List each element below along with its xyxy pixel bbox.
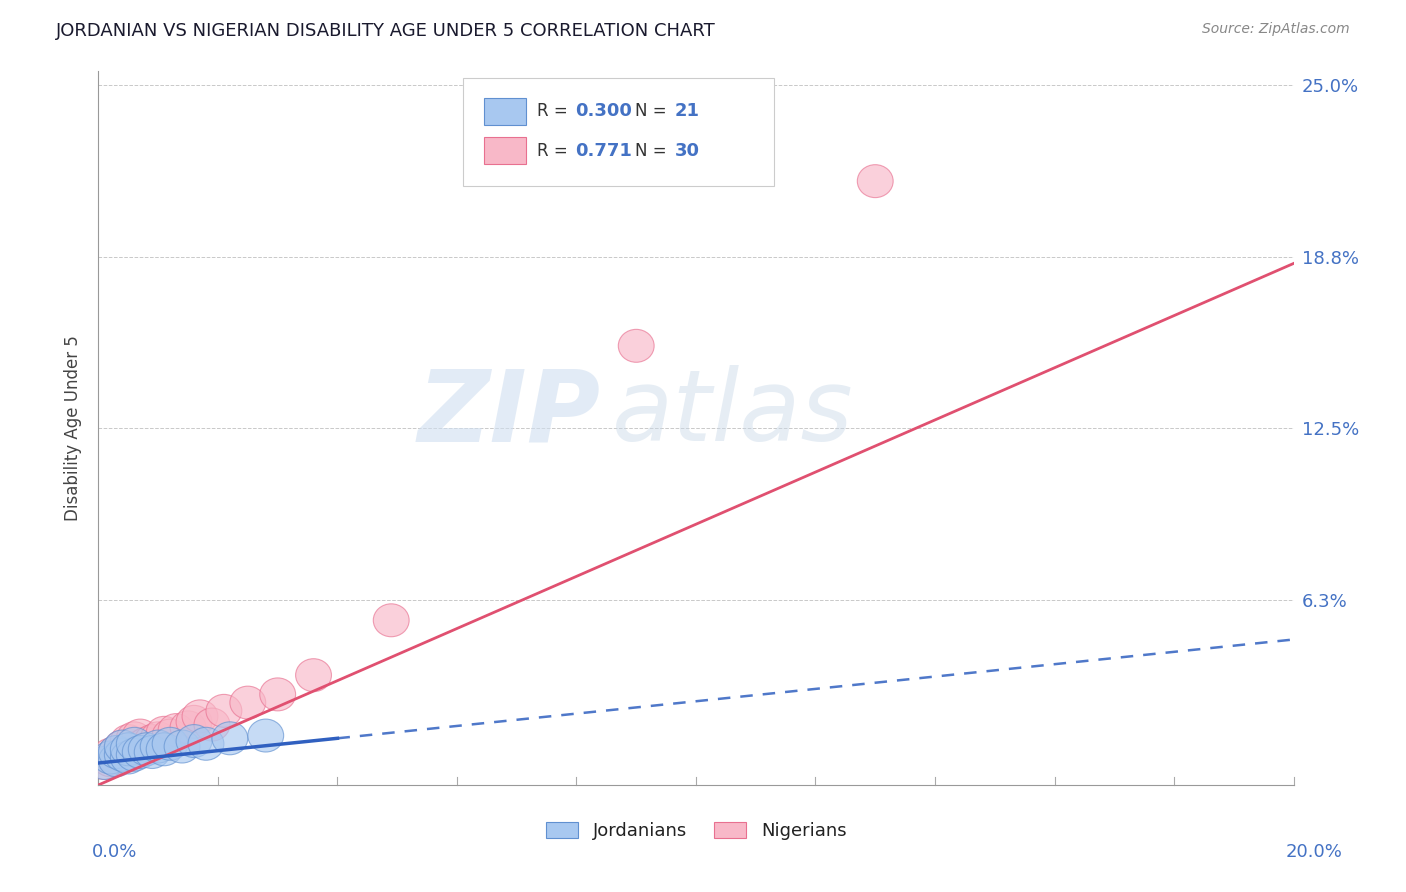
Ellipse shape bbox=[98, 741, 135, 774]
Ellipse shape bbox=[152, 727, 188, 760]
Text: ZIP: ZIP bbox=[418, 366, 600, 462]
Ellipse shape bbox=[146, 733, 183, 765]
Text: R =: R = bbox=[537, 103, 574, 120]
Ellipse shape bbox=[110, 741, 146, 774]
Ellipse shape bbox=[176, 724, 212, 757]
Ellipse shape bbox=[110, 733, 146, 765]
Ellipse shape bbox=[183, 700, 218, 733]
Ellipse shape bbox=[152, 719, 188, 752]
Ellipse shape bbox=[207, 694, 242, 727]
Ellipse shape bbox=[117, 722, 152, 755]
Ellipse shape bbox=[170, 711, 207, 744]
Ellipse shape bbox=[98, 736, 135, 769]
Text: 20.0%: 20.0% bbox=[1286, 843, 1343, 861]
Ellipse shape bbox=[176, 706, 212, 739]
Ellipse shape bbox=[159, 714, 194, 747]
Text: atlas: atlas bbox=[613, 366, 853, 462]
Ellipse shape bbox=[295, 658, 332, 691]
Ellipse shape bbox=[104, 730, 141, 763]
Ellipse shape bbox=[104, 730, 141, 763]
Ellipse shape bbox=[212, 722, 247, 755]
Ellipse shape bbox=[98, 744, 135, 777]
Ellipse shape bbox=[247, 719, 284, 752]
Text: N =: N = bbox=[636, 142, 672, 160]
Y-axis label: Disability Age Under 5: Disability Age Under 5 bbox=[65, 335, 83, 521]
Ellipse shape bbox=[104, 739, 141, 772]
FancyBboxPatch shape bbox=[463, 78, 773, 186]
Ellipse shape bbox=[260, 678, 295, 711]
Ellipse shape bbox=[93, 741, 128, 774]
Ellipse shape bbox=[93, 744, 128, 777]
Ellipse shape bbox=[165, 730, 200, 763]
Ellipse shape bbox=[194, 708, 231, 741]
Ellipse shape bbox=[128, 733, 165, 765]
Ellipse shape bbox=[141, 730, 176, 763]
Text: 30: 30 bbox=[675, 142, 699, 160]
Text: JORDANIAN VS NIGERIAN DISABILITY AGE UNDER 5 CORRELATION CHART: JORDANIAN VS NIGERIAN DISABILITY AGE UND… bbox=[56, 22, 716, 40]
Text: 0.300: 0.300 bbox=[575, 103, 633, 120]
Ellipse shape bbox=[135, 724, 170, 757]
FancyBboxPatch shape bbox=[485, 137, 526, 164]
FancyBboxPatch shape bbox=[485, 98, 526, 125]
Text: 21: 21 bbox=[675, 103, 699, 120]
Ellipse shape bbox=[117, 733, 152, 765]
Ellipse shape bbox=[122, 730, 159, 763]
Text: 0.0%: 0.0% bbox=[91, 843, 136, 861]
Legend: Jordanians, Nigerians: Jordanians, Nigerians bbox=[538, 814, 853, 847]
Text: Source: ZipAtlas.com: Source: ZipAtlas.com bbox=[1202, 22, 1350, 37]
Ellipse shape bbox=[110, 736, 146, 769]
Ellipse shape bbox=[146, 716, 183, 749]
Ellipse shape bbox=[141, 722, 176, 755]
Ellipse shape bbox=[87, 747, 122, 780]
Ellipse shape bbox=[231, 686, 266, 719]
Ellipse shape bbox=[117, 739, 152, 772]
Ellipse shape bbox=[98, 736, 135, 769]
Ellipse shape bbox=[619, 329, 654, 362]
Ellipse shape bbox=[110, 724, 146, 757]
Ellipse shape bbox=[858, 165, 893, 198]
Ellipse shape bbox=[135, 736, 170, 769]
Ellipse shape bbox=[374, 604, 409, 637]
Text: R =: R = bbox=[537, 142, 574, 160]
Ellipse shape bbox=[188, 727, 224, 760]
Ellipse shape bbox=[122, 736, 159, 769]
Ellipse shape bbox=[104, 739, 141, 772]
Ellipse shape bbox=[122, 719, 159, 752]
Ellipse shape bbox=[87, 747, 122, 780]
Text: N =: N = bbox=[636, 103, 672, 120]
Ellipse shape bbox=[93, 739, 128, 772]
Text: 0.771: 0.771 bbox=[575, 142, 633, 160]
Ellipse shape bbox=[117, 727, 152, 760]
Ellipse shape bbox=[128, 727, 165, 760]
